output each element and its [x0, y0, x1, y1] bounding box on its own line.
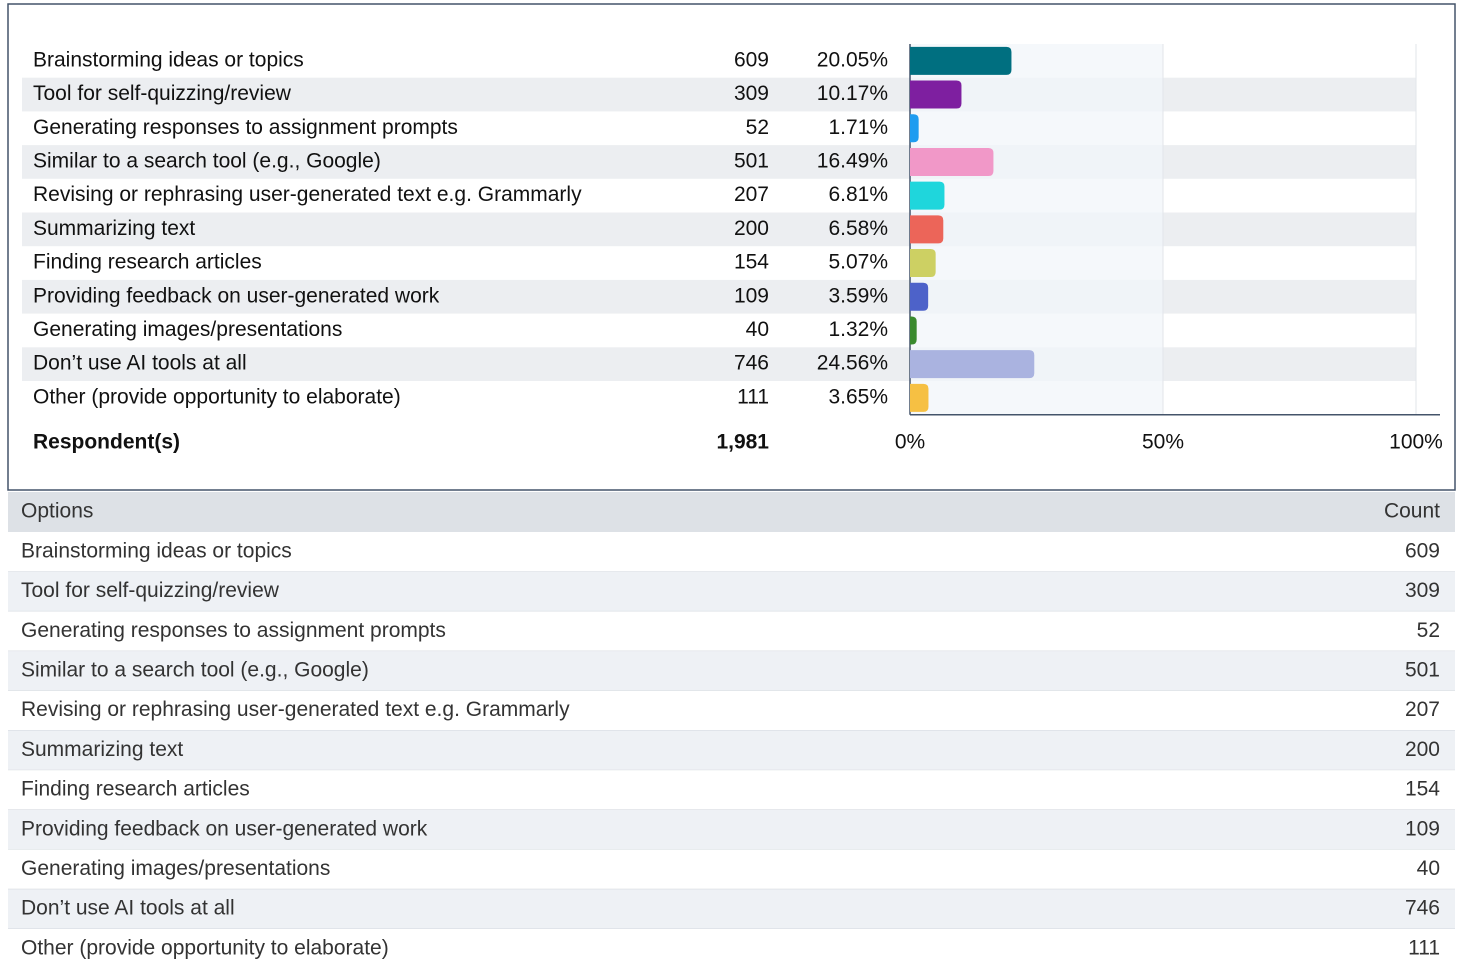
table-row — [8, 651, 1455, 691]
table-cell: Summarizing text — [21, 738, 183, 761]
percent-label: 20.05% — [817, 48, 888, 71]
table-cell: Providing feedback on user-generated wor… — [21, 817, 428, 840]
percent-label: 16.49% — [817, 149, 888, 172]
bar — [910, 383, 929, 412]
table-header: Options — [21, 500, 93, 523]
row-stripe — [22, 212, 1416, 247]
bar — [910, 249, 936, 278]
count: 746 — [734, 352, 769, 375]
total: 1,981 — [716, 431, 769, 454]
table-row — [8, 611, 1455, 652]
panel-border — [7, 3, 1456, 491]
count: 501 — [734, 149, 769, 172]
bar — [910, 350, 1035, 379]
percent-label: 24.56% — [817, 352, 888, 375]
table-cell: 609 — [1405, 539, 1440, 562]
row-stripe — [22, 77, 1416, 112]
option-label: Generating images/presentations — [33, 318, 342, 341]
bar — [910, 80, 962, 109]
count: 40 — [746, 318, 769, 341]
count: 52 — [746, 116, 769, 139]
table-row — [8, 770, 1455, 810]
bar — [910, 181, 945, 210]
table-row — [8, 849, 1455, 890]
percent-label: 6.58% — [828, 217, 888, 240]
row-stripe — [22, 145, 1416, 179]
table-cell: 207 — [1405, 698, 1440, 721]
table-cell: Brainstorming ideas or topics — [21, 539, 292, 562]
table-cell: Other (provide opportunity to elaborate) — [21, 936, 389, 959]
bar — [910, 147, 994, 176]
table-cell: Revising or rephrasing user-generated te… — [21, 698, 570, 721]
percent-label: 1.71% — [828, 116, 888, 139]
count: 609 — [734, 48, 769, 71]
count: 111 — [737, 385, 769, 408]
table-cell: Generating responses to assignment promp… — [21, 619, 446, 642]
table-cell: 109 — [1405, 817, 1440, 840]
bar — [910, 316, 917, 345]
option-label: Brainstorming ideas or topics — [33, 48, 304, 71]
table-row — [8, 690, 1455, 731]
table-cell: 111 — [1408, 936, 1440, 959]
table-header: Count — [1384, 500, 1440, 523]
count: 200 — [734, 217, 769, 240]
table-cell: Don’t use AI tools at all — [21, 897, 235, 920]
table-row — [8, 889, 1455, 929]
table-cell: Similar to a search tool (e.g., Google) — [21, 658, 369, 681]
table-row — [8, 730, 1455, 771]
percent-label: 6.81% — [828, 183, 888, 206]
table-header-bg — [8, 492, 1455, 532]
option-label: Tool for self-quizzing/review — [33, 82, 292, 105]
option-label: Providing feedback on user-generated wor… — [33, 284, 440, 307]
option-label: Generating responses to assignment promp… — [33, 116, 458, 139]
x-tick-label: 50% — [1142, 431, 1184, 454]
table-cell: 501 — [1405, 658, 1440, 681]
count: 154 — [734, 251, 769, 274]
table-row — [8, 929, 1455, 965]
table-cell: 52 — [1417, 619, 1440, 642]
table-row — [8, 532, 1455, 572]
table-cell: 200 — [1405, 738, 1440, 761]
x-tick-label: 0% — [895, 431, 925, 454]
total-label: Respondent(s) — [33, 431, 180, 454]
percent-label: 1.32% — [828, 318, 888, 341]
percent-label: 3.59% — [828, 284, 888, 307]
table-cell: Generating images/presentations — [21, 857, 330, 880]
row-stripe — [22, 279, 1416, 314]
table-row — [8, 809, 1455, 850]
x-tick-label: 100% — [1389, 431, 1443, 454]
table-row — [8, 571, 1455, 612]
option-label: Summarizing text — [33, 217, 195, 240]
table-cell: 154 — [1405, 778, 1440, 801]
option-label: Other (provide opportunity to elaborate) — [33, 385, 401, 408]
bar — [910, 46, 1012, 75]
option-label: Revising or rephrasing user-generated te… — [33, 183, 582, 206]
table-cell: Tool for self-quizzing/review — [21, 579, 280, 602]
percent-label: 5.07% — [828, 251, 888, 274]
table-cell: 309 — [1405, 579, 1440, 602]
option-label: Finding research articles — [33, 251, 262, 274]
bar — [910, 114, 919, 143]
table-cell: 40 — [1417, 857, 1440, 880]
count: 207 — [734, 183, 769, 206]
option-label: Similar to a search tool (e.g., Google) — [33, 149, 381, 172]
row-stripe — [22, 347, 1416, 381]
percent-label: 3.65% — [828, 385, 888, 408]
bar — [910, 282, 929, 311]
count: 109 — [734, 284, 769, 307]
table-cell: Finding research articles — [21, 778, 250, 801]
bar — [910, 215, 944, 244]
table-cell: 746 — [1405, 897, 1440, 920]
count: 309 — [734, 82, 769, 105]
percent-label: 10.17% — [817, 82, 888, 105]
option-label: Don’t use AI tools at all — [33, 352, 247, 375]
